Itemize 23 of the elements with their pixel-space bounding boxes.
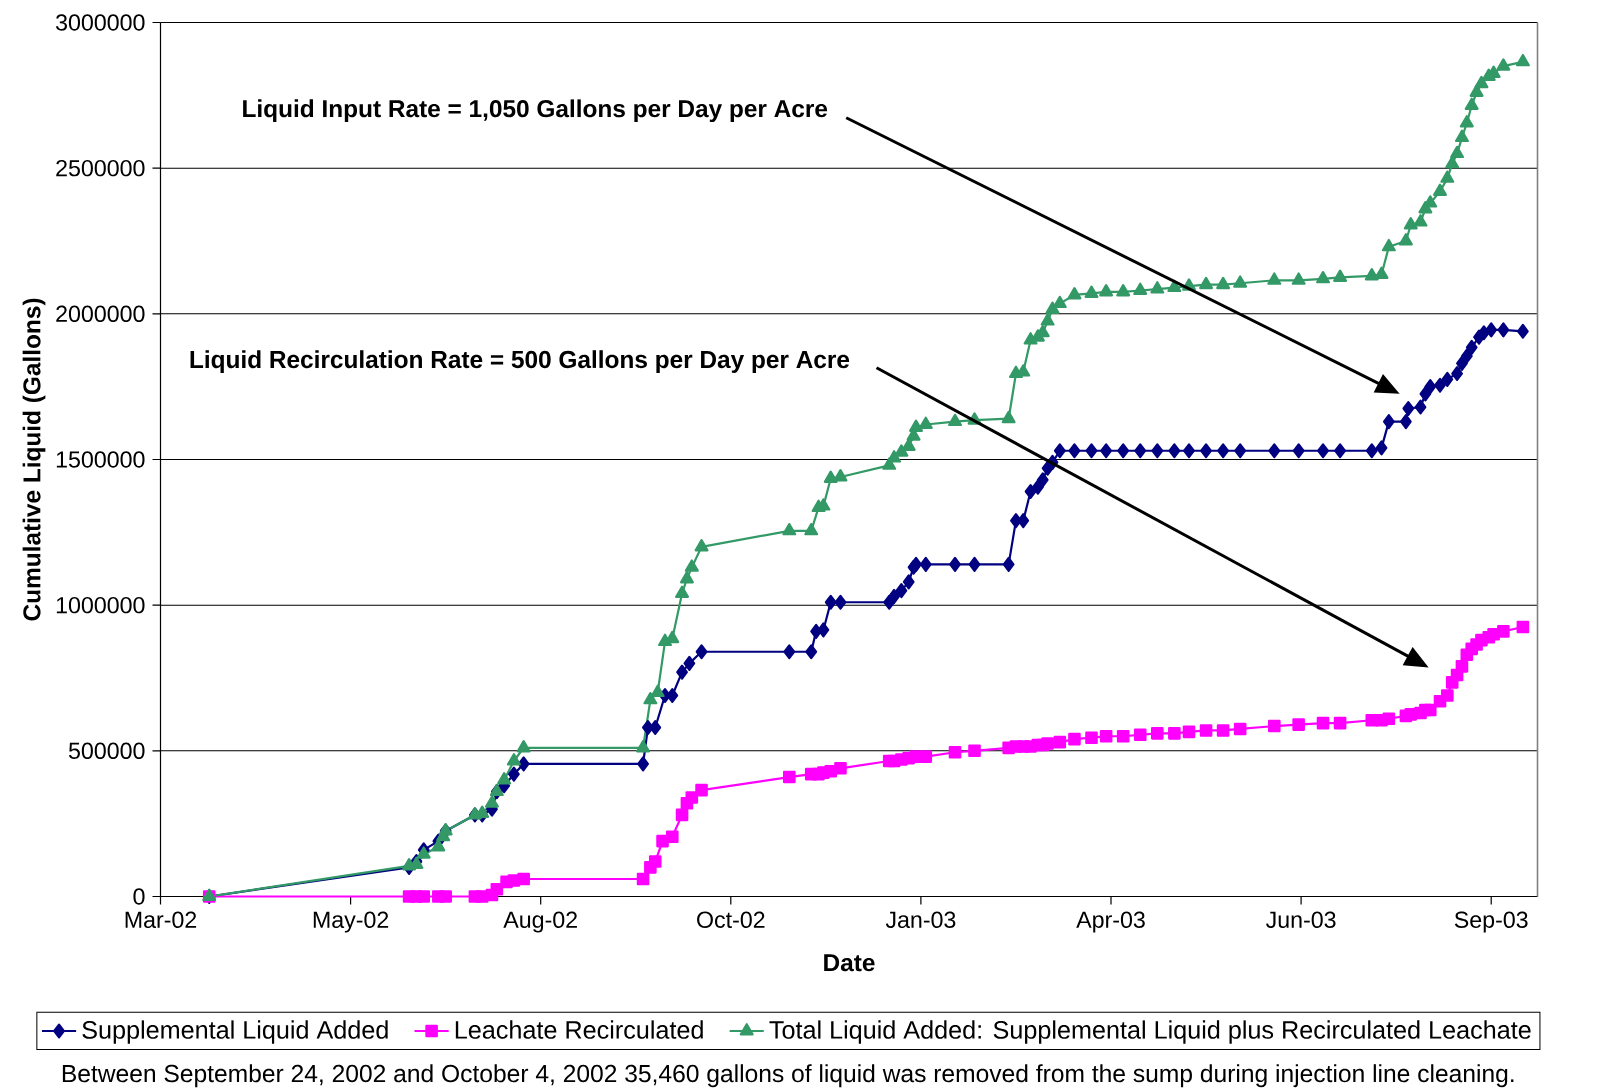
y-tick-label: 1000000 [56, 596, 145, 614]
y-tick-label: 1500000 [56, 451, 145, 468]
x-tick-label: Apr-03 [1076, 911, 1145, 933]
x-tick-label: Oct-02 [697, 911, 765, 928]
legend-label: Supplemental Liquid Added [82, 1020, 388, 1044]
y-tick-label: 3000000 [55, 14, 145, 31]
x-tick-label: Aug-02 [503, 911, 577, 933]
text: Between September 24, 2002 and October 4, 2002 35,460 gallons of liquid was removed from the sump during injection line cleaning. [62, 1064, 1514, 1088]
y-tick-label: 2500000 [56, 159, 145, 177]
x-tick-label: Sep-03 [1454, 911, 1528, 933]
x-tick-label: Jan-03 [885, 911, 956, 928]
annotation: Liquid Input Rate = 1,050 Gallons per Day per Acre [243, 99, 828, 123]
y-tick-label: 0 [133, 888, 145, 905]
x-tick-label: Mar-02 [125, 911, 197, 928]
y-tick-label: 2000000 [56, 305, 145, 323]
y-tick-label: 500000 [68, 742, 145, 760]
x-tick-label: May-02 [313, 911, 389, 933]
annotation: Liquid Recirculation Rate = 500 Gallons per Day per Acre [190, 350, 850, 373]
y-axis-title: Cumulative Liquid (Gallons) [22, 298, 46, 621]
legend-label: Leachate Recirculated [455, 1020, 703, 1039]
legend-label: Total Liquid Added: Supplemental Liquid plus Recirculated Leachate [769, 1020, 1531, 1044]
x-tick-label: Jun-03 [1266, 911, 1336, 928]
x-axis-title: Date [824, 954, 875, 972]
